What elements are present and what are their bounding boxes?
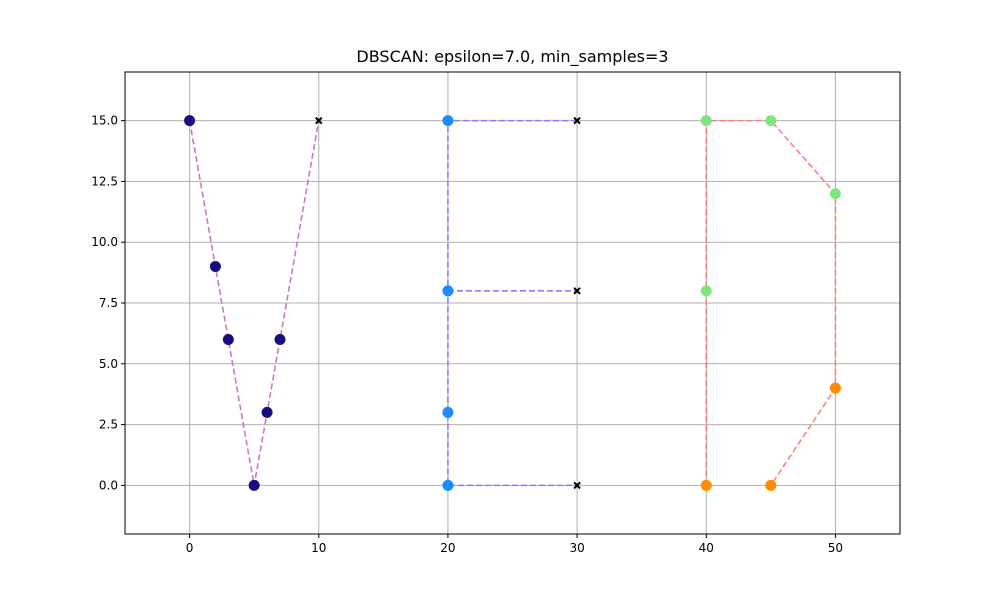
y-tick-label: 12.5	[91, 174, 118, 188]
ticks: 0 10 20 30 40 50 0.0 2.5 5.0 7.5 10.0 12.5 15.0	[91, 114, 843, 555]
cluster-1-point	[442, 479, 454, 491]
x-tick-label: 30	[569, 541, 584, 555]
x-tick-label: 50	[828, 541, 843, 555]
cluster-2-point	[700, 285, 712, 297]
noise-point	[573, 481, 581, 490]
noise-point	[573, 287, 581, 295]
x-tick-label: 0	[186, 541, 194, 555]
cluster-2-point	[700, 115, 712, 127]
noise-point	[573, 116, 581, 125]
cluster-0-point	[248, 479, 260, 491]
y-tick-label: 10.0	[91, 235, 118, 249]
x-tick-label: 40	[699, 541, 714, 555]
cluster-2-point	[829, 188, 841, 200]
cluster-path-line	[705, 119, 837, 486]
cluster-0-point	[222, 333, 234, 345]
data-points	[184, 115, 841, 491]
y-tick-label: 2.5	[99, 418, 118, 432]
y-tick-label: 0.0	[99, 478, 118, 492]
cluster-path-line	[447, 119, 578, 487]
cluster-0-point	[274, 333, 286, 345]
cluster-3-point	[700, 479, 712, 491]
x-tick-label: 10	[311, 541, 326, 555]
y-tick-label: 7.5	[99, 296, 118, 310]
grid	[125, 72, 900, 534]
cluster-3-point	[829, 382, 841, 394]
cluster-1-point	[442, 406, 454, 418]
cluster-0-point	[261, 406, 273, 418]
cluster-2-point	[765, 115, 777, 127]
cluster-3-point	[765, 479, 777, 491]
x-tick-label: 20	[440, 541, 455, 555]
noise-point	[315, 116, 323, 125]
y-tick-label: 5.0	[99, 357, 118, 371]
cluster-1-point	[442, 115, 454, 127]
y-tick-label: 15.0	[91, 114, 118, 128]
cluster-0-point	[184, 115, 196, 127]
cluster-1-point	[442, 285, 454, 297]
cluster-0-point	[209, 261, 221, 273]
chart-title: DBSCAN: epsilon=7.0, min_samples=3	[356, 47, 669, 66]
